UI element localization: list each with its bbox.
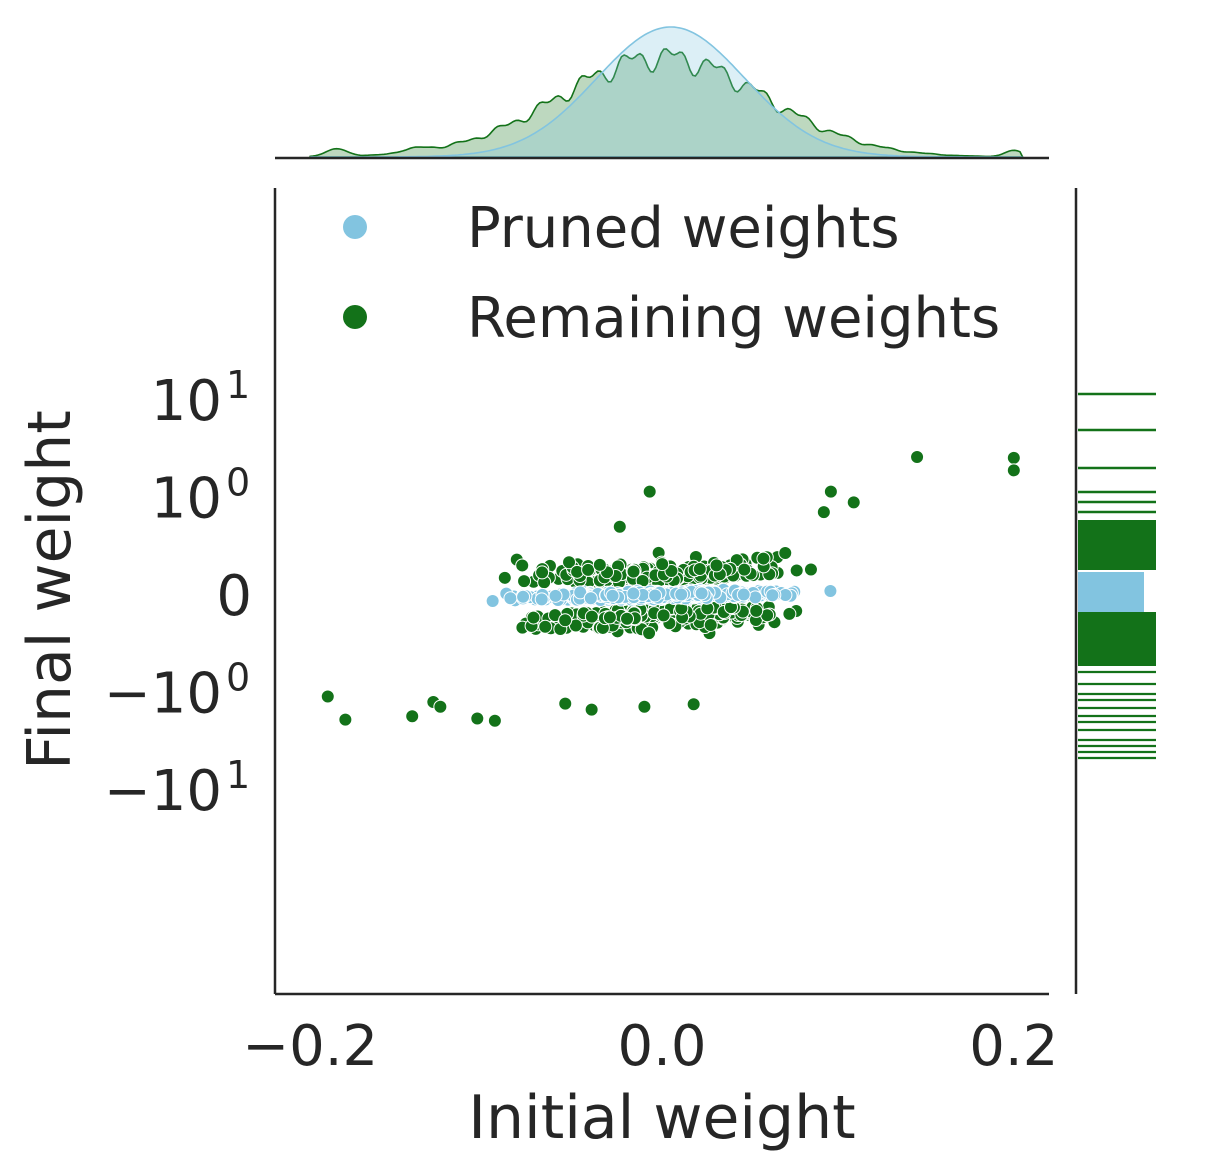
pruned-weight-point [648,588,663,603]
pruned-weight-point [626,586,641,601]
remaining-weight-point [737,562,752,577]
pruned-weight-point [736,587,751,602]
axes: −0.2 0.0 0.210 110 00−10 0−10 1 [104,156,1078,1079]
pruned-weights-points [485,582,838,609]
remaining-weight-point [803,562,818,577]
legend-marker [343,215,367,239]
remaining-weight-point [655,557,670,572]
remaining-weight-point [782,606,797,621]
remaining-weight-point [487,713,502,728]
remaining-weights-kde [309,48,1024,158]
remaining-weight-point [778,545,793,560]
remaining-weight-point [526,610,541,625]
pruned-weight-point [694,586,709,601]
legend-label: Pruned weights [467,196,900,261]
remaining-weight-point [1006,450,1021,465]
pruned-weight-point [748,590,763,605]
remaining-weight-point [749,603,764,618]
remaining-weights-points [320,450,1021,728]
remaining-weight-point [584,609,599,624]
remaining-weight-point [910,450,925,465]
remaining-weight-point [709,558,724,573]
remaining-weight-point [642,626,657,641]
legend-label: Remaining weights [467,286,1000,351]
rug-band-pruned [1078,572,1144,612]
y-tick-exponent: 1 [226,753,250,797]
pruned-weight-point [823,584,838,599]
y-axis-label: Final weight [15,410,85,770]
remaining-weight-point [405,709,420,724]
remaining-weight-point [558,613,573,628]
remaining-weight-point [558,696,573,711]
remaining-weight-point [515,558,530,573]
remaining-weight-point [626,564,641,579]
remaining-weight-point [703,617,718,632]
remaining-weight-point [656,608,671,623]
pruned-weight-point [765,588,780,603]
remaining-weight-point [637,699,652,714]
pruned-weights-kde [310,26,1023,158]
x-tick-label: 0.2 [969,1014,1058,1079]
x-tick-label: −0.2 [242,1014,378,1079]
rug-band-upper [1078,520,1156,570]
remaining-weight-point [562,555,577,570]
remaining-weight-point [581,562,596,577]
x-tick-label: 0.0 [617,1014,706,1079]
pruned-weight-point [605,588,620,603]
pruned-weight-point [583,591,598,606]
y-tick-exponent: 0 [226,461,250,505]
remaining-weight-point [433,699,448,714]
remaining-weight-point [756,551,771,566]
rug-band-lower [1078,612,1156,666]
pruned-weight-point [674,587,689,602]
remaining-weight-point [789,563,804,578]
pruned-weight-point [548,588,563,603]
y-tick-label: 10 [151,467,222,532]
y-tick-exponent: 0 [226,656,250,700]
remaining-weight-point [602,610,617,625]
remaining-weight-point [816,505,831,520]
legend: Pruned weights Remaining weights [343,196,1000,351]
top-marginal-kde [309,26,1024,158]
y-tick-label: −10 [104,662,222,727]
remaining-weight-point [517,574,532,589]
y-tick-label: 10 [151,369,222,434]
remaining-weight-point [497,570,512,585]
pruned-weight-point [516,589,531,604]
y-tick-label: 0 [216,564,252,629]
pruned-weight-point [485,594,500,609]
remaining-weight-point [846,495,861,510]
pruned-weight-point [534,592,549,607]
pruned-weight-point [573,585,588,600]
remaining-weight-point [320,689,335,704]
remaining-weight-point [338,712,353,727]
remaining-weight-point [535,565,550,580]
remaining-weight-point [823,484,838,499]
remaining-weight-point [686,697,701,712]
y-tick-exponent: 1 [226,363,250,407]
remaining-weight-point [470,711,485,726]
remaining-weight-point [584,702,599,717]
right-marginal-rug [1078,392,1156,760]
remaining-weight-point [620,611,635,626]
scatter-plot-area [320,450,1021,728]
legend-marker [343,305,367,329]
remaining-weight-point [592,557,607,572]
y-tick-label: −10 [104,759,222,824]
x-axis-label: Initial weight [468,1083,855,1153]
remaining-weight-point [692,562,707,577]
remaining-weight-point [642,484,657,499]
remaining-weight-point [664,564,679,579]
remaining-weight-point [538,619,553,634]
remaining-weight-point [612,519,627,534]
pruned-weight-point [503,591,518,606]
remaining-weight-point [1006,463,1021,478]
